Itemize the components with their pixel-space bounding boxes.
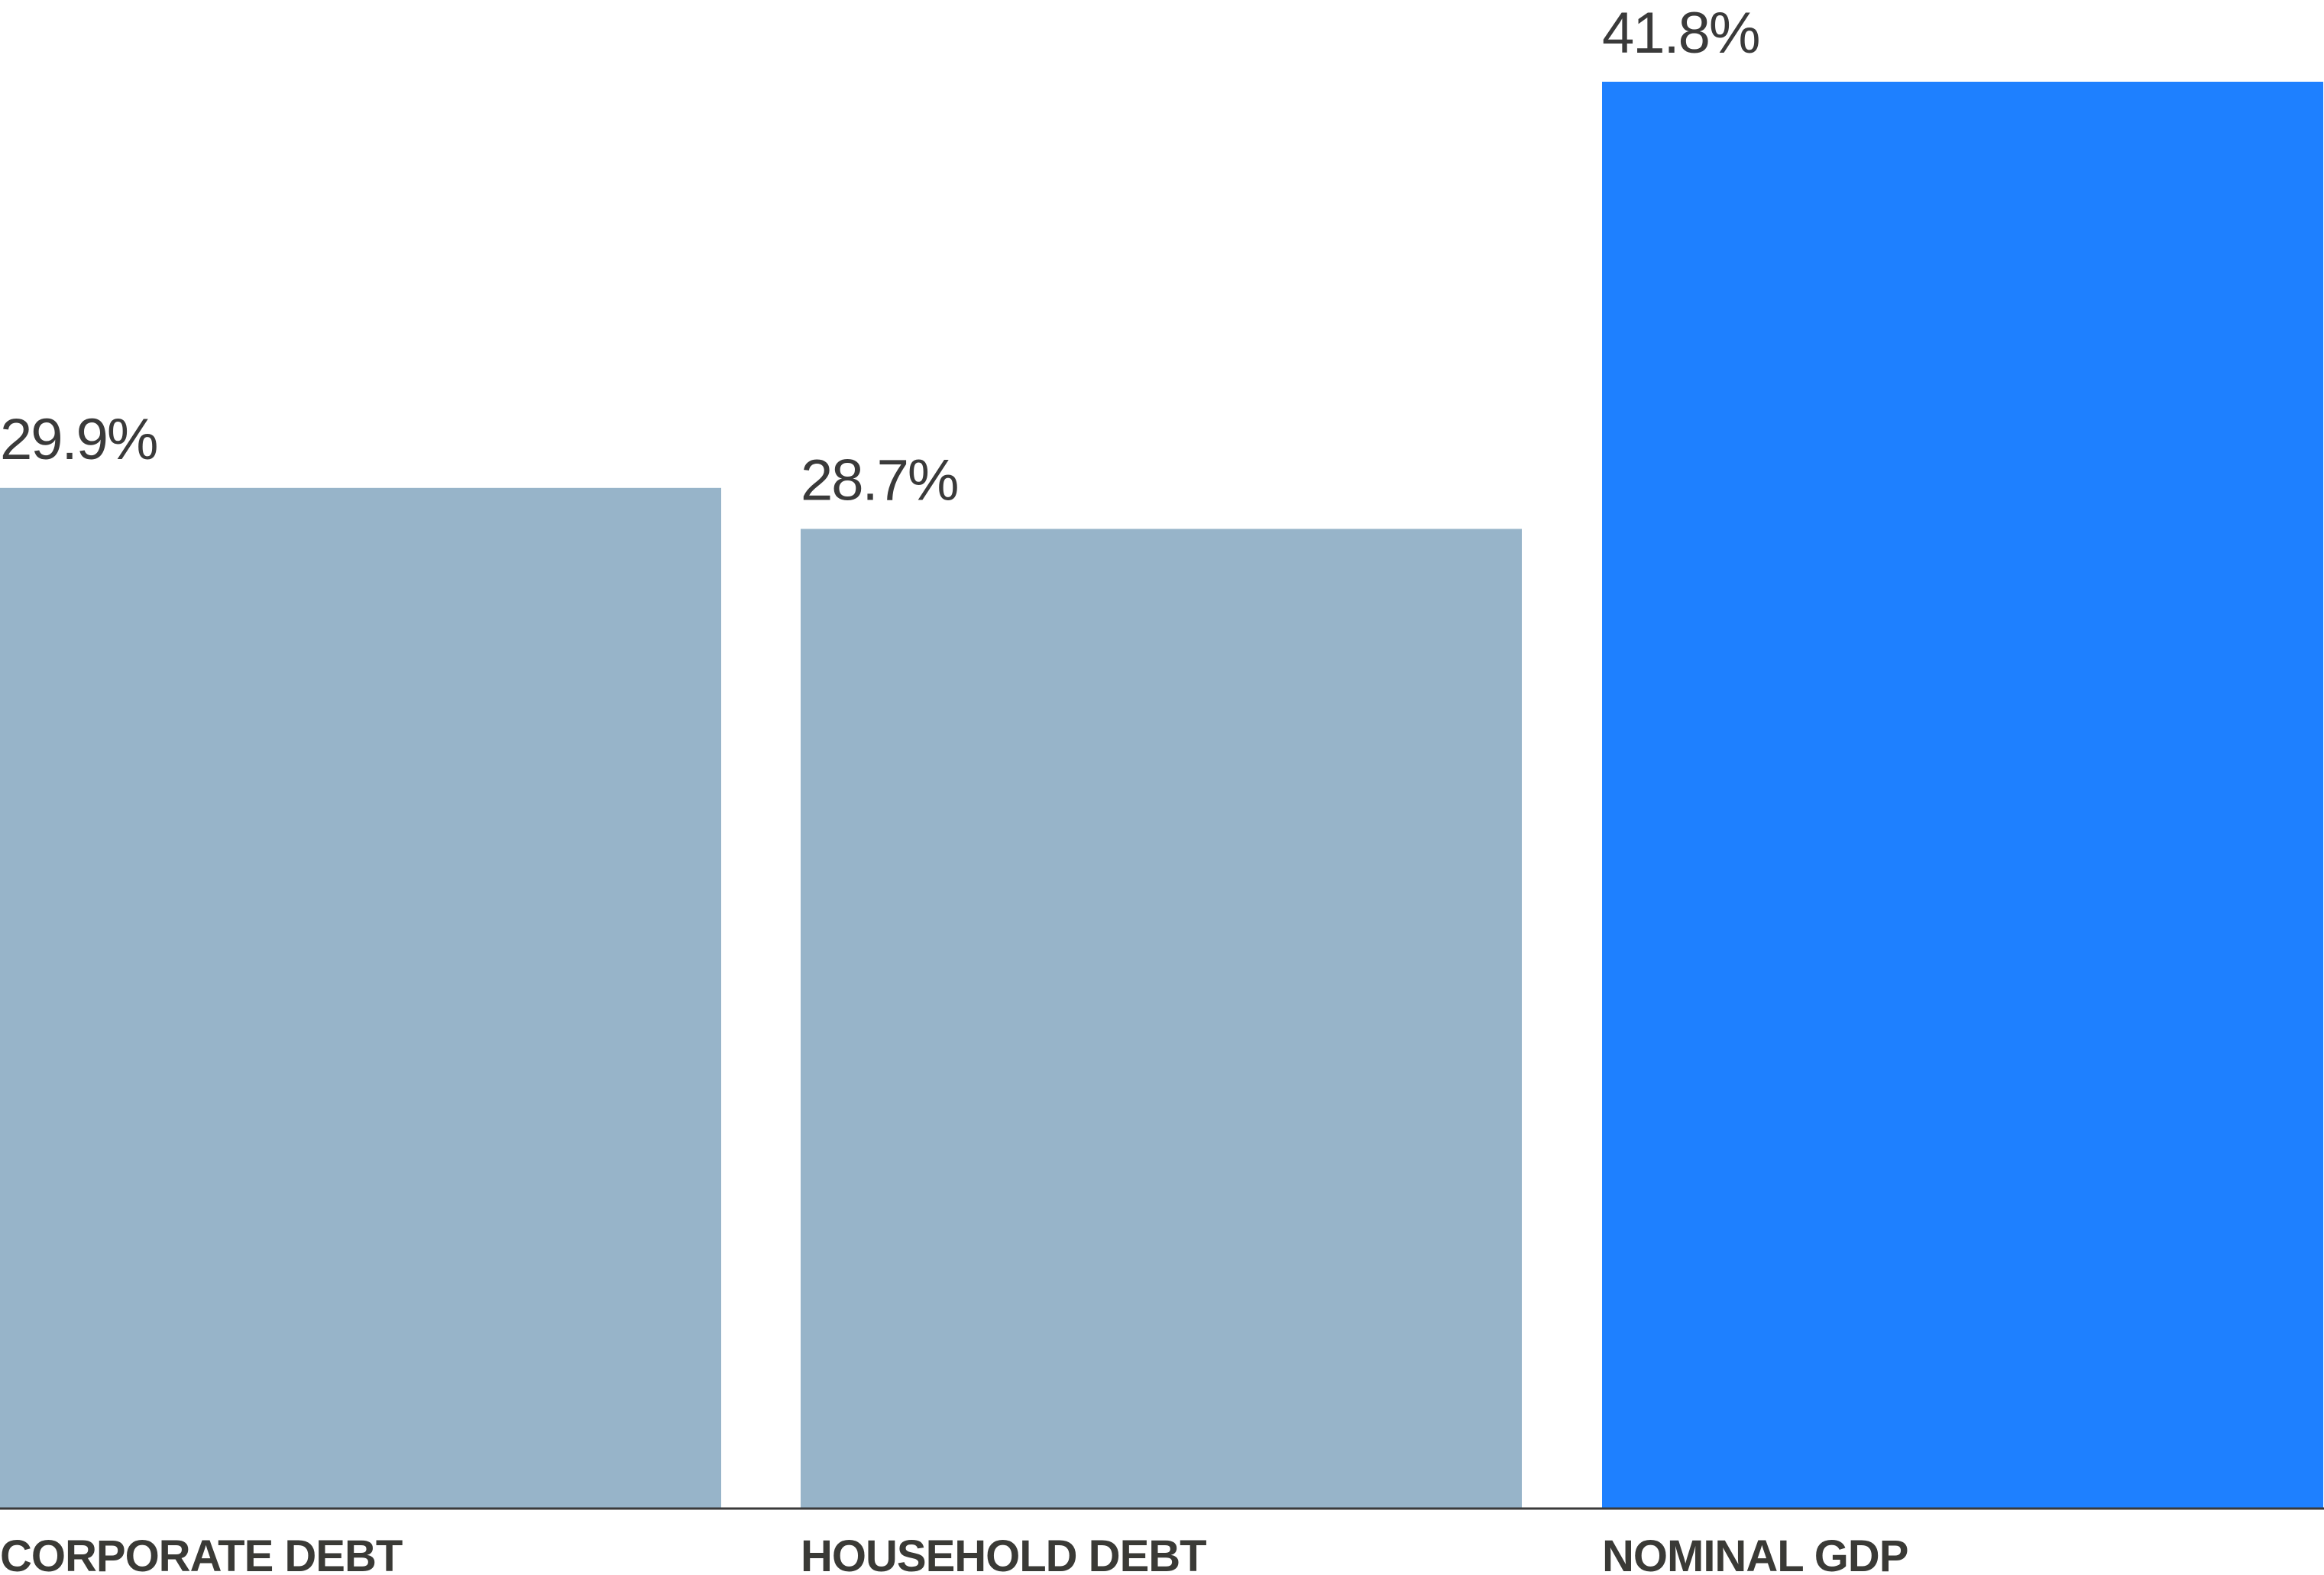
bar-0 xyxy=(0,487,721,1509)
category-label-0: CORPORATE DEBT xyxy=(0,1531,403,1575)
value-label-0: 29.9% xyxy=(0,407,157,472)
bars-layer xyxy=(0,82,2323,1509)
bar-2 xyxy=(1602,82,2323,1509)
category-label-2: NOMINAL GDP xyxy=(1602,1531,1908,1575)
bar-1 xyxy=(801,529,1522,1509)
category-labels-layer: CORPORATE DEBT HOUSEHOLD DEBT NOMINAL GDP xyxy=(0,1531,1908,1575)
category-label-1: HOUSEHOLD DEBT xyxy=(801,1531,1206,1575)
value-labels-layer: 29.9% 28.7% 41.8% xyxy=(0,1,1761,513)
value-label-2: 41.8% xyxy=(1602,1,1759,66)
value-label-1: 28.7% xyxy=(801,448,958,513)
